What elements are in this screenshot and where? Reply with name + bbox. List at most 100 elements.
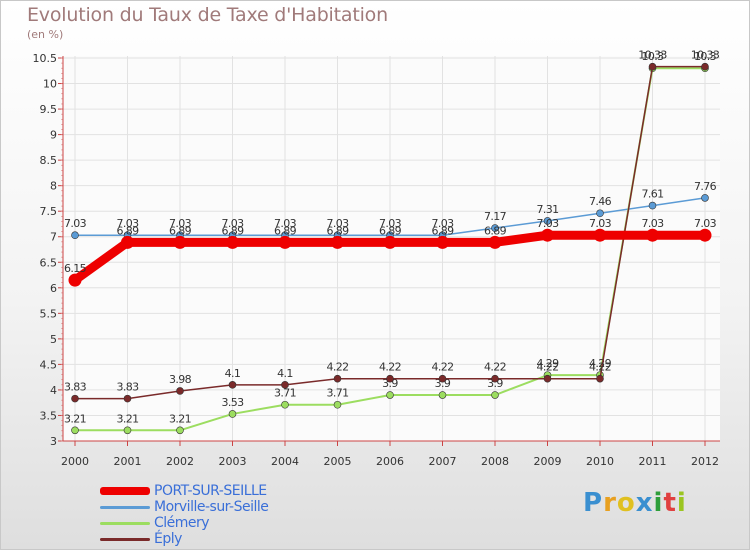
x-tick-label: 2006 xyxy=(376,455,404,468)
data-label-morville-sur-seille: 7.76 xyxy=(694,180,717,193)
data-point-eply xyxy=(386,374,394,383)
data-point-port-sur-seille xyxy=(226,235,239,249)
data-label-clemery: 3.21 xyxy=(64,412,86,425)
data-label-eply: 4.22 xyxy=(589,361,611,374)
data-point-morville-sur-seille xyxy=(491,224,499,232)
chart-subtitle: (en %) xyxy=(27,28,64,41)
data-point-morville-sur-seille xyxy=(71,231,79,240)
data-label-port-sur-seille: 6.89 xyxy=(379,224,402,237)
data-point-morville-sur-seille xyxy=(596,209,604,218)
data-label-port-sur-seille: 7.03 xyxy=(536,217,559,230)
data-label-morville-sur-seille: 7.03 xyxy=(169,217,192,230)
data-point-port-sur-seille xyxy=(121,235,134,249)
data-label-morville-sur-seille: 7.46 xyxy=(589,195,612,208)
data-point-clemery xyxy=(438,391,447,399)
legend-swatch-morville-sur-seille xyxy=(100,505,150,509)
data-label-eply: 3.83 xyxy=(116,381,139,394)
data-point-eply xyxy=(71,394,79,403)
data-label-morville-sur-seille: 7.03 xyxy=(431,217,454,230)
data-point-eply xyxy=(596,374,604,383)
y-tick-label: 9.5 xyxy=(40,103,58,116)
x-tick-label: 2004 xyxy=(271,455,299,468)
data-label-port-sur-seille: 6.89 xyxy=(274,224,297,237)
data-label-port-sur-seille: 7.03 xyxy=(641,217,664,230)
data-label-morville-sur-seille: 7.03 xyxy=(326,217,349,230)
data-label-clemery: 3.9 xyxy=(487,377,503,390)
data-point-port-sur-seille xyxy=(541,228,554,242)
legend-swatch-clemery xyxy=(100,521,150,525)
legend-swatch-eply xyxy=(100,537,150,541)
y-tick-label: 5 xyxy=(50,333,57,346)
data-point-clemery xyxy=(333,400,342,409)
data-label-eply: 4.22 xyxy=(379,361,401,374)
legend-item-port-sur-seille: PORT-SUR-SEILLE xyxy=(100,483,268,499)
x-tick-label: 2008 xyxy=(481,455,509,468)
data-label-port-sur-seille: 6.89 xyxy=(221,224,244,237)
data-label-morville-sur-seille: 7.03 xyxy=(64,217,87,230)
data-label-port-sur-seille: 6.89 xyxy=(116,224,139,237)
data-label-eply: 4.1 xyxy=(225,367,241,380)
data-point-eply xyxy=(228,381,237,389)
y-tick-label: 10 xyxy=(43,78,57,91)
data-label-port-sur-seille: 6.89 xyxy=(326,224,349,237)
data-point-port-sur-seille xyxy=(436,235,449,249)
data-point-port-sur-seille xyxy=(488,235,502,249)
data-label-eply: 10.33 xyxy=(638,49,667,62)
data-label-port-sur-seille: 6.15 xyxy=(64,262,87,275)
data-label-clemery: 3.9 xyxy=(382,377,398,390)
data-label-morville-sur-seille: 7.03 xyxy=(379,217,402,230)
data-label-morville-sur-seille: 7.17 xyxy=(484,210,507,223)
data-label-clemery: 4.29 xyxy=(589,357,612,370)
data-point-clemery xyxy=(281,400,289,409)
data-label-clemery: 3.9 xyxy=(435,377,451,390)
y-tick-label: 8.5 xyxy=(40,154,58,167)
x-tick-label: 2000 xyxy=(61,455,89,468)
data-point-eply xyxy=(176,387,184,395)
data-point-clemery xyxy=(386,391,394,399)
data-label-port-sur-seille: 7.03 xyxy=(694,217,717,230)
x-tick-label: 2009 xyxy=(534,455,562,468)
y-tick-label: 5.5 xyxy=(40,307,58,320)
legend-item-clemery: Clémery xyxy=(100,515,268,531)
x-tick-label: 2003 xyxy=(219,455,247,468)
data-label-morville-sur-seille: 7.03 xyxy=(116,217,139,230)
data-label-morville-sur-seille: 7.31 xyxy=(536,203,558,216)
data-label-clemery: 3.71 xyxy=(326,387,348,400)
data-label-morville-sur-seille: 7.61 xyxy=(641,188,663,201)
legend-label: Morville-sur-Seille xyxy=(154,499,269,515)
data-point-clemery xyxy=(491,391,499,399)
data-label-eply: 10.33 xyxy=(691,49,720,62)
data-label-morville-sur-seille: 7.03 xyxy=(274,217,297,230)
data-label-clemery: 3.53 xyxy=(221,396,244,409)
data-label-eply: 4.22 xyxy=(431,361,453,374)
data-point-clemery xyxy=(176,426,184,435)
data-label-clemery: 3.21 xyxy=(169,412,191,425)
data-point-port-sur-seille xyxy=(646,228,659,242)
y-tick-label: 4.5 xyxy=(40,358,58,371)
data-label-eply: 4.1 xyxy=(277,367,293,380)
data-point-port-sur-seille xyxy=(383,235,397,249)
data-label-eply: 3.83 xyxy=(64,381,87,394)
x-tick-label: 2007 xyxy=(429,455,457,468)
data-label-morville-sur-seille: 7.03 xyxy=(221,217,244,230)
data-point-eply xyxy=(701,62,709,71)
y-tick-label: 6 xyxy=(50,282,57,295)
data-label-port-sur-seille: 6.89 xyxy=(431,224,454,237)
y-tick-label: 9 xyxy=(50,129,57,142)
data-label-clemery: 10.3 xyxy=(641,50,664,63)
y-tick-label: 8 xyxy=(50,180,57,193)
data-point-eply xyxy=(543,374,552,383)
chart-title: Evolution du Taux de Taxe d'Habitation xyxy=(27,4,388,26)
y-tick-label: 3 xyxy=(50,435,57,448)
y-tick-label: 7 xyxy=(50,231,57,244)
proxiti-logo: Proxiti xyxy=(583,488,687,518)
legend-item-morville-sur-seille: Morville-sur-Seille xyxy=(100,499,269,515)
y-tick-label: 10.5 xyxy=(33,52,58,65)
data-point-eply xyxy=(123,394,132,403)
data-point-clemery xyxy=(71,426,79,435)
data-point-eply xyxy=(333,374,342,383)
data-point-port-sur-seille xyxy=(698,228,712,242)
x-tick-label: 2012 xyxy=(691,455,719,468)
data-label-clemery: 3.21 xyxy=(116,412,138,425)
